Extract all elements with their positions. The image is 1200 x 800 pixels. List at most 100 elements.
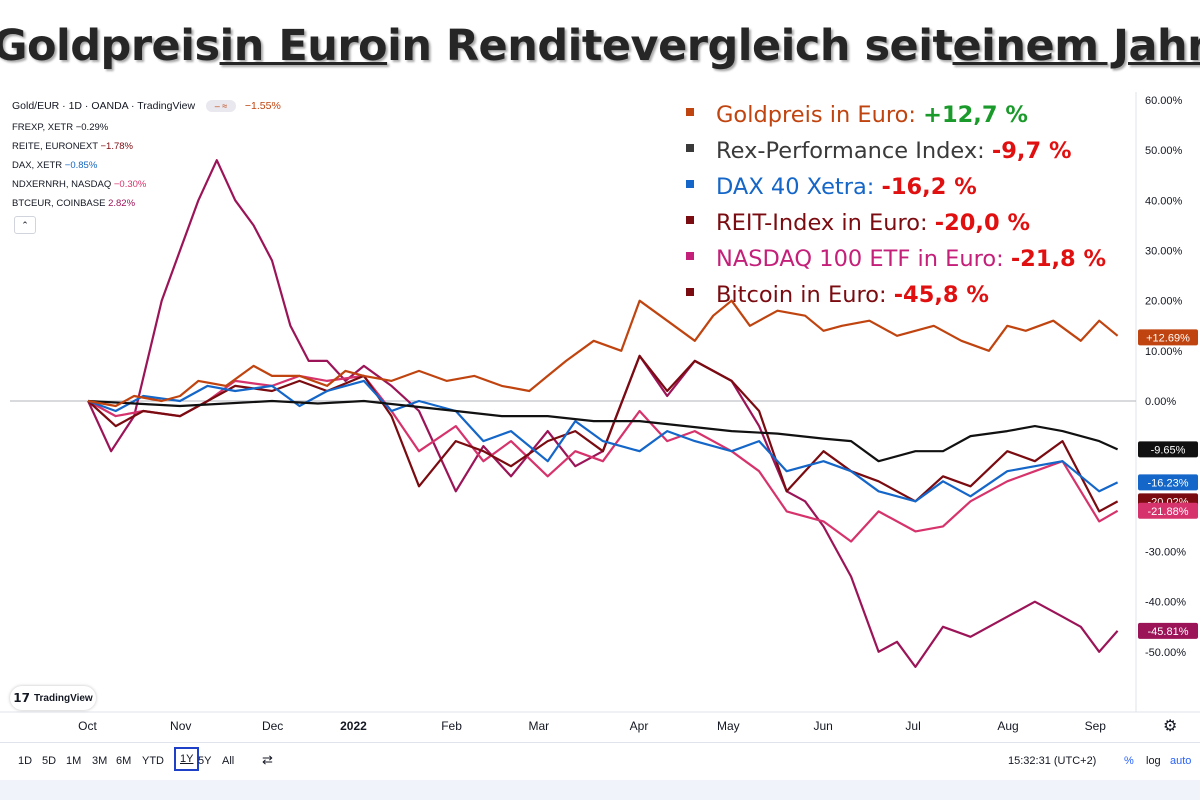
y-tick-label: -30.00% xyxy=(1145,547,1186,559)
series-line[interactable] xyxy=(87,159,1119,669)
compare-symbol-change: −1.78% xyxy=(97,141,134,152)
collapse-button[interactable]: ⌃ xyxy=(14,216,36,234)
bottom-toolbar: 1D 5D 1M 3M 6M YTD 1Y 5Y All ⇄ 15:32:31 (UTC+2) … xyxy=(0,742,1200,781)
x-tick-label: Aug xyxy=(997,719,1018,733)
series-line[interactable] xyxy=(87,374,1119,543)
x-tick-label: 2022 xyxy=(340,719,367,733)
compare-symbol-name: NDXERNRH, NASDAQ xyxy=(12,179,112,190)
legend-value: -21,8 % xyxy=(1010,246,1107,272)
last-value-label: -16.23% xyxy=(1148,477,1189,489)
compare-symbol-change: −0.29% xyxy=(73,122,109,133)
headline: Goldpreis in Euro in Renditevergleich se… xyxy=(0,0,1200,92)
last-value-tag xyxy=(1138,622,1198,639)
compare-icon[interactable]: ⇄ xyxy=(262,752,273,767)
symbol-header-main-change: −1.55% xyxy=(244,100,281,112)
x-tick-label: Nov xyxy=(170,719,191,733)
y-tick-label: -40.00% xyxy=(1145,597,1186,609)
compare-symbol-name: DAX, XETR xyxy=(12,160,63,171)
symbol-header-main-text: Gold/EUR · 1D · OANDA · TradingView xyxy=(12,100,196,112)
y-tick-label: 30.00% xyxy=(1145,246,1183,258)
series-line[interactable] xyxy=(87,379,1119,503)
bottom-strip xyxy=(0,780,1200,800)
y-tick-label: 50.00% xyxy=(1145,145,1183,157)
compare-symbol-row[interactable]: BTCEUR, COINBASE 2.82% xyxy=(12,198,135,209)
timeframe-ytd[interactable]: YTD xyxy=(142,755,164,767)
x-tick-label: Oct xyxy=(78,719,97,733)
legend-label: Bitcoin in Euro: xyxy=(716,282,894,308)
legend-swatch xyxy=(686,107,694,116)
log-toggle[interactable]: log xyxy=(1146,755,1161,767)
headline-part-4: einem Jahr xyxy=(952,21,1200,71)
auto-toggle[interactable]: auto xyxy=(1170,755,1192,767)
legend-label: Goldpreis in Euro: xyxy=(716,102,924,128)
legend-label: Rex-Performance Index: xyxy=(716,138,992,164)
legend-row: NASDAQ 100 ETF in Euro: -21,8 % xyxy=(686,246,1106,272)
compare-symbol-name: FREXP, XETR xyxy=(12,122,74,133)
y-tick-label: 60.00% xyxy=(1145,95,1183,107)
compare-symbol-change: −0.85% xyxy=(62,160,98,171)
timeframe-1y[interactable]: 1Y xyxy=(174,747,200,771)
y-tick-label: -50.00% xyxy=(1145,647,1186,659)
last-value-label: -21.88% xyxy=(1148,506,1189,518)
series-line[interactable] xyxy=(88,399,1119,463)
legend-value: -20,0 % xyxy=(934,210,1031,236)
headline-part-1: Goldpreis xyxy=(0,21,220,71)
gear-icon[interactable]: ⚙ xyxy=(1163,718,1177,735)
legend-label: REIT-Index in Euro: xyxy=(716,210,935,236)
legend-value: +12,7 % xyxy=(923,102,1028,128)
time-readout: 15:32:31 (UTC+2) xyxy=(1008,755,1097,767)
legend-row: Rex-Performance Index: -9,7 % xyxy=(686,138,1072,164)
compare-symbol-change: 2.82% xyxy=(105,198,136,209)
timeframe-3m[interactable]: 3M xyxy=(92,755,108,767)
x-tick-label: Apr xyxy=(630,719,649,733)
chart-area[interactable]: 60.00% 50.00% 40.00% 30.00% 20.00% 10.00% 0.00… xyxy=(0,92,1200,800)
last-value-tag xyxy=(1138,329,1198,346)
headline-part-3: in Renditevergleich seit xyxy=(387,21,953,71)
eye-icon[interactable]: – ≈ xyxy=(205,100,236,113)
percent-toggle[interactable]: % xyxy=(1124,755,1134,767)
legend-value: -16,2 % xyxy=(881,174,977,200)
compare-symbol-row[interactable]: REITE, EURONEXT −1.78% xyxy=(12,141,133,152)
legend-swatch xyxy=(686,215,694,224)
last-value-label: +12.69% xyxy=(1146,332,1190,344)
compare-symbol-change: −0.30% xyxy=(111,179,147,190)
legend-row: Goldpreis in Euro: +12,7 % xyxy=(686,102,1028,128)
compare-symbol-row[interactable]: NDXERNRH, NASDAQ −0.30% xyxy=(12,179,146,190)
tv-logo-icon: 𝟭𝟳 xyxy=(13,691,30,705)
legend-value: -9,7 % xyxy=(991,138,1072,164)
legend-row: REIT-Index in Euro: -20,0 % xyxy=(686,210,1030,236)
legend-swatch xyxy=(686,143,694,152)
legend-swatch xyxy=(686,179,694,188)
x-tick-label: Dec xyxy=(262,719,283,733)
legend-label: NASDAQ 100 ETF in Euro: xyxy=(716,246,1011,272)
x-tick-label: Jun xyxy=(813,719,832,733)
timeframe-5y[interactable]: 5Y xyxy=(198,755,212,767)
legend-row: Bitcoin in Euro: -45,8 % xyxy=(686,282,989,308)
legend-value: -45,8 % xyxy=(893,282,989,308)
tv-logo-text: TradingView xyxy=(33,692,93,704)
series-line[interactable] xyxy=(87,354,1119,513)
compare-symbol-name: REITE, EURONEXT xyxy=(12,141,98,152)
compare-symbol-name: BTCEUR, COINBASE xyxy=(12,198,106,209)
timeframe-1d[interactable]: 1D xyxy=(18,755,33,767)
last-value-tag xyxy=(1138,441,1198,458)
tradingview-logo[interactable]: 𝟭𝟳 TradingView xyxy=(10,686,96,710)
y-tick-label: 40.00% xyxy=(1145,195,1183,207)
symbol-header-main[interactable]: Gold/EUR · 1D · OANDA · TradingView – ≈ … xyxy=(12,100,281,113)
compare-symbol-row[interactable]: DAX, XETR −0.85% xyxy=(12,160,97,171)
last-value-label: -9.65% xyxy=(1151,444,1186,456)
timeframe-6m[interactable]: 6M xyxy=(116,755,132,767)
timeframe-all[interactable]: All xyxy=(222,755,235,767)
x-tick-label: Sep xyxy=(1085,719,1107,733)
last-value-label: -45.81% xyxy=(1148,626,1189,638)
y-tick-label: 20.00% xyxy=(1145,296,1183,308)
headline-part-2: in Euro xyxy=(219,21,388,71)
series-line[interactable] xyxy=(87,299,1119,408)
chart-svg[interactable]: 60.00% 50.00% 40.00% 30.00% 20.00% 10.00% 0.00… xyxy=(0,92,1200,742)
timeframe-5d[interactable]: 5D xyxy=(42,755,57,767)
last-value-tag xyxy=(1138,474,1198,491)
y-tick-label: 0.00% xyxy=(1145,396,1176,408)
compare-symbol-row[interactable]: FREXP, XETR −0.29% xyxy=(12,122,108,133)
x-tick-label: Mar xyxy=(529,719,550,733)
timeframe-1m[interactable]: 1M xyxy=(66,755,82,767)
